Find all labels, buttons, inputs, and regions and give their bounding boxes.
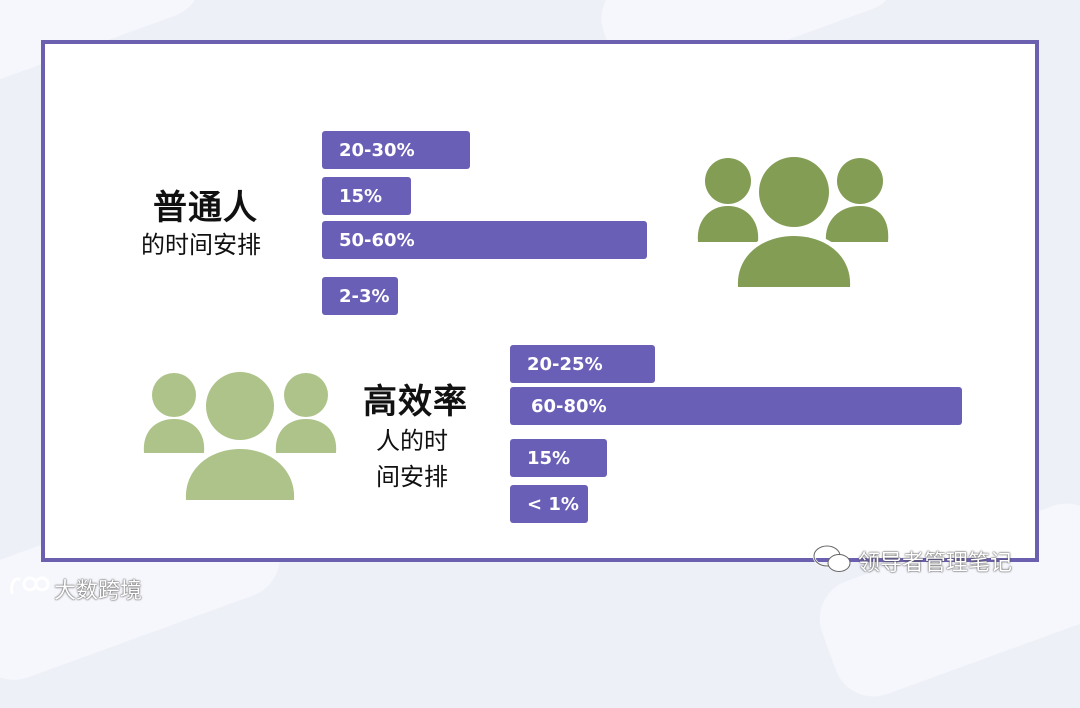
bar-label: 60-80% [531, 395, 607, 417]
logo-icon [10, 576, 50, 595]
bar: 2-3% [322, 277, 398, 315]
bar-label: 15% [339, 185, 383, 207]
bar-label: 15% [527, 447, 571, 469]
bar: 20-30% [322, 131, 470, 169]
group1-title: 普通人 [153, 188, 258, 228]
bar: 20-25% [510, 345, 656, 383]
group2-title: 高效率 [363, 382, 468, 422]
group1-subtitle: 的时间安排 [141, 231, 261, 259]
bar-label: 2-3% [339, 285, 390, 307]
group2-subtitle-line2: 间安排 [376, 463, 448, 491]
group2-subtitle-line1: 人的时 [376, 427, 448, 455]
bar: 60-80% [510, 387, 962, 425]
watermark-right: 领导者管理笔记 [858, 551, 1013, 576]
bar-label: < 1% [527, 493, 579, 515]
wechat-icon [812, 544, 851, 572]
watermark-left: 大数跨境 [54, 579, 143, 604]
bar-label: 50-60% [339, 229, 415, 251]
bar: 50-60% [322, 221, 647, 259]
people-group-icon [143, 367, 337, 505]
people-group-icon [697, 152, 889, 292]
bar: 15% [322, 177, 411, 215]
bar: < 1% [510, 485, 588, 523]
bar-label: 20-30% [339, 139, 415, 161]
bar: 15% [510, 439, 607, 477]
bar-label: 20-25% [527, 353, 603, 375]
